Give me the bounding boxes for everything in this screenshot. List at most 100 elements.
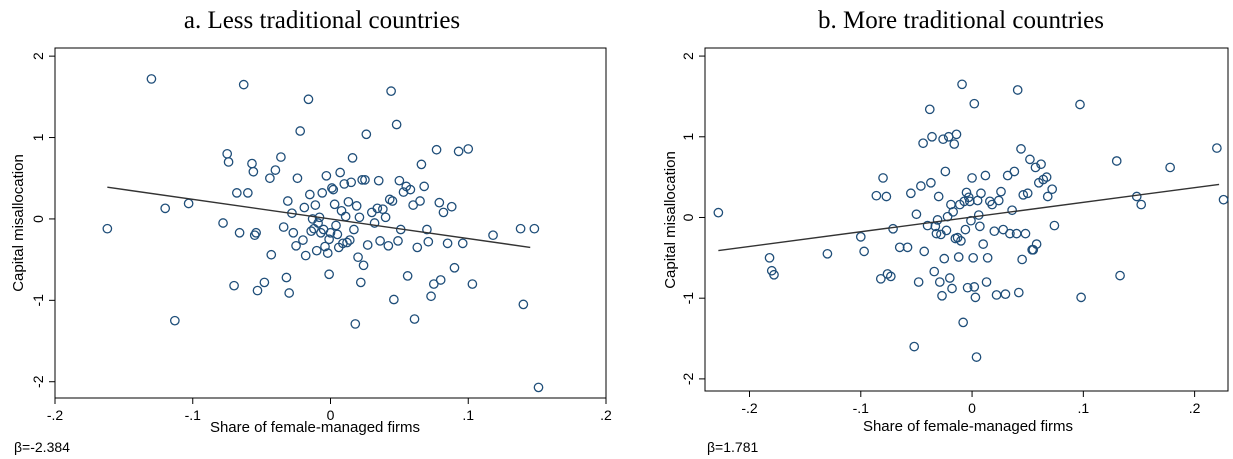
chart-a-point [329, 199, 340, 210]
chart-a-point [288, 227, 299, 238]
chart-a-point [431, 144, 442, 155]
chart-b-point [1036, 159, 1046, 170]
chart-a-xtick-label: -.2 [47, 407, 64, 423]
chart-a-point [422, 224, 432, 235]
chart-a-xlabel: Share of female-managed firms [210, 419, 420, 436]
chart-a-point [223, 157, 234, 167]
chart-b-point [871, 190, 882, 201]
chart-a-xtick-label: 0 [327, 407, 335, 423]
chart-b-point [1025, 154, 1035, 165]
chart-b-point [924, 104, 935, 115]
chart-b-point [933, 191, 944, 202]
chart-a-point [322, 248, 333, 258]
chart-b-point [1212, 143, 1222, 153]
chart-b-fit-line [718, 183, 1220, 252]
chart-b-point [906, 188, 916, 199]
chart-a-ylabel: Capital misallocation [10, 154, 27, 292]
chart-b-point [934, 277, 945, 287]
chart-b-ylabel: Capital misallocation [662, 151, 679, 289]
chart-b-point [1000, 289, 1011, 300]
chart-a-point [393, 236, 403, 246]
chart-b-point [1165, 162, 1175, 173]
chart-b-point [952, 232, 963, 243]
chart-b-points [713, 79, 1229, 362]
chart-b-xtick-label: .2 [1189, 400, 1201, 416]
chart-a-point [380, 212, 391, 223]
chart-a-fit-line [107, 186, 531, 249]
chart-b-point [969, 98, 980, 109]
chart-b-point [1005, 228, 1015, 239]
chart-a-point [238, 79, 249, 90]
chart-b-point [982, 252, 993, 263]
chart-b-ytick-label: -1 [680, 292, 696, 305]
chart-b-point [1017, 254, 1027, 265]
chart-a-point [488, 230, 498, 241]
chart-b-point [960, 224, 971, 235]
chart-a-point [398, 187, 409, 197]
chart-b-point [1075, 99, 1085, 110]
chart-a-point [386, 86, 396, 96]
chart-a-point [529, 223, 540, 234]
chart-a-point [362, 240, 373, 250]
chart-b-point [1041, 172, 1052, 182]
chart-b-point [958, 317, 969, 328]
chart-a-point [324, 234, 334, 245]
chart-a-point [383, 240, 394, 251]
chart-b-point [970, 292, 981, 303]
chart-a-point [463, 144, 474, 154]
chart-b-point [1013, 287, 1024, 298]
chart-b-point [981, 277, 992, 287]
chart-a-point [300, 250, 311, 261]
chart-b-point [916, 181, 926, 191]
chart-b-point [971, 352, 982, 362]
chart-a-point [342, 237, 352, 248]
chart-b-ytick-label: 2 [680, 52, 696, 60]
chart-a-point [350, 319, 361, 329]
chart-b-point [1028, 244, 1039, 255]
chart-a-point [349, 224, 359, 235]
chart-b-title: b. More traditional countries [818, 7, 1104, 34]
chart-a-point [299, 202, 310, 213]
chart-a-point [533, 382, 544, 393]
chart-a-plot-frame [54, 47, 607, 399]
chart-a-point [218, 218, 228, 228]
chart-b-point [1076, 292, 1086, 303]
chart-a-point [320, 241, 330, 252]
chart-b-point [909, 341, 920, 352]
chart-b-point [888, 223, 898, 234]
chart-a-point [394, 175, 405, 186]
chart-b-point [875, 273, 886, 284]
chart-b-point [1111, 156, 1122, 166]
chart-b-point [1031, 239, 1042, 249]
chart-b-point [1042, 191, 1053, 202]
chart-a-point [412, 242, 423, 253]
chart-b-point [993, 195, 1004, 206]
chart-a-point [449, 262, 460, 273]
chart-a-point [252, 285, 263, 296]
chart-a-title: a. Less traditional countries [184, 7, 460, 34]
chart-a-point [467, 279, 478, 289]
chart-b-point [911, 209, 922, 220]
chart-a-point [317, 188, 328, 198]
chart-b-point [918, 138, 928, 149]
chart-b-point [947, 283, 957, 294]
chart-a-point [313, 218, 323, 228]
chart-b-point [769, 269, 779, 280]
chart-a-point [351, 201, 362, 211]
chart-a-point [339, 179, 350, 189]
chart-b-point [953, 252, 964, 262]
chart-a-point [373, 175, 384, 186]
chart-b-point [881, 191, 892, 202]
chart-b-point [944, 273, 955, 283]
chart-a-point [515, 223, 526, 234]
chart-a-point [298, 235, 308, 245]
chart-a-point [282, 196, 293, 206]
chart-a-point [265, 173, 275, 184]
chart-a-point [169, 315, 180, 326]
chart-a-point [284, 288, 295, 298]
chart-b-point [989, 226, 1000, 237]
chart-a-point [234, 227, 245, 238]
chart-a-x-ticks: -.2 -.1 0 .1 .2 [47, 398, 612, 423]
chart-a-point [251, 227, 261, 238]
chart-b-point [949, 139, 960, 149]
